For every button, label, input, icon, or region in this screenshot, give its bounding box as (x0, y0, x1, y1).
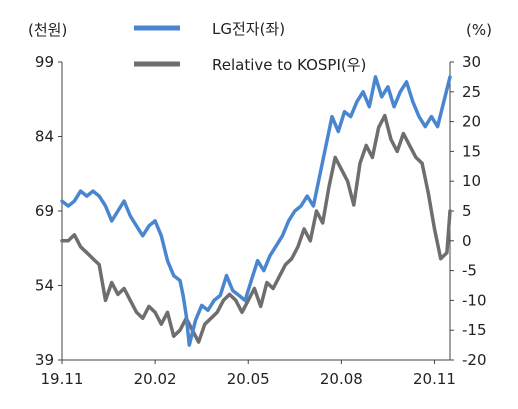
right-axis-tick-label: 20 (462, 113, 481, 131)
right-axis-unit-label: (%) (466, 21, 492, 39)
x-axis-tick-label: 19.11 (41, 370, 84, 388)
x-axis-ticks: 19.11 20.02 20.05 20.08 20.11 (41, 360, 456, 388)
right-axis-tick-label: 30 (462, 53, 481, 71)
series-group (60, 75, 452, 347)
right-axis-ticks: -20 -15 -10 -5 0 5 10 15 20 25 30 (450, 53, 487, 369)
legend: LG전자(좌) Relative to KOSPI(우) (134, 20, 366, 74)
right-axis-tick-label: -15 (462, 321, 487, 339)
right-axis-tick-label: -10 (462, 291, 487, 309)
x-axis-tick-label: 20.02 (134, 370, 177, 388)
left-axis-tick-label: 39 (35, 351, 54, 369)
x-axis-tick-label: 20.11 (413, 370, 456, 388)
series-line-lg-electronics (60, 75, 452, 347)
x-axis-tick-label: 20.08 (320, 370, 363, 388)
legend-label-relative-kospi: Relative to KOSPI(우) (212, 56, 366, 74)
right-axis-tick-label: 5 (462, 202, 472, 220)
right-axis-tick-label: 0 (462, 232, 472, 250)
axes (61, 62, 451, 361)
x-axis-tick-label: 20.05 (227, 370, 270, 388)
left-axis-tick-label: 54 (35, 277, 54, 295)
left-axis-tick-label: 69 (35, 202, 54, 220)
right-axis-tick-label: 25 (462, 83, 481, 101)
right-axis-tick-label: -20 (462, 351, 487, 369)
right-axis-tick-label: 15 (462, 142, 481, 160)
right-axis-tick-label: -5 (462, 262, 477, 280)
left-axis-tick-label: 84 (35, 128, 54, 146)
right-axis-tick-label: 10 (462, 172, 481, 190)
left-axis-ticks: 39 54 69 84 99 (35, 53, 62, 369)
left-axis-unit-label: (천원) (28, 21, 67, 39)
left-axis-tick-label: 99 (35, 53, 54, 71)
series-line-relative-kospi (60, 113, 452, 344)
legend-label-lg-electronics: LG전자(좌) (212, 20, 285, 38)
